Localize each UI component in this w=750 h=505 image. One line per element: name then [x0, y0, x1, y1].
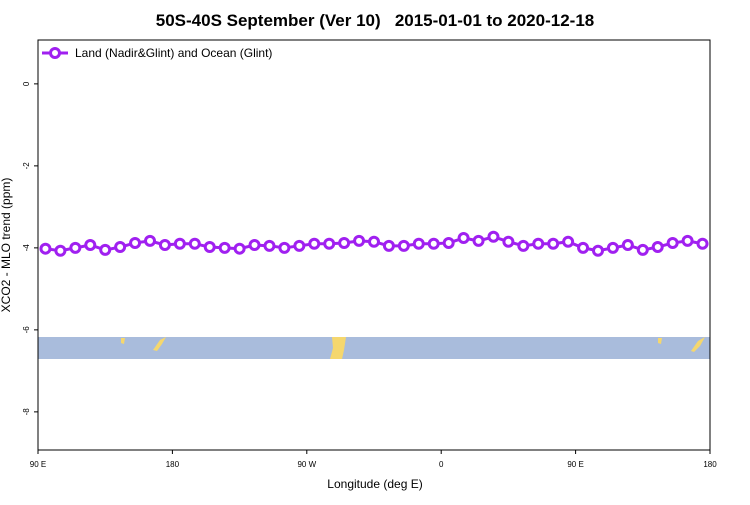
- data-point: [397, 239, 410, 252]
- data-point: [188, 237, 201, 250]
- y-tick-label: -4: [22, 244, 31, 252]
- data-point: [248, 239, 261, 251]
- data-point: [144, 234, 156, 247]
- data-point: [517, 239, 530, 252]
- data-point: [621, 239, 634, 251]
- data-point: [457, 232, 470, 245]
- data-point: [39, 242, 52, 255]
- y-tick-label: -8: [22, 408, 31, 416]
- data-point: [203, 241, 216, 254]
- y-tick-label: 0: [22, 81, 31, 86]
- data-point: [606, 241, 619, 254]
- map-land: [691, 337, 705, 352]
- data-point: [233, 242, 246, 255]
- data-point: [114, 241, 127, 254]
- data-point: [636, 243, 649, 256]
- data-point: [577, 241, 590, 254]
- data-point: [547, 237, 560, 250]
- data-point: [442, 236, 455, 249]
- data-point: [338, 236, 351, 249]
- data-point: [472, 234, 485, 247]
- data-point: [129, 236, 142, 249]
- map-land: [330, 337, 346, 359]
- data-point: [427, 237, 440, 250]
- data-point: [173, 237, 186, 250]
- data-point: [278, 241, 291, 254]
- data-point: [54, 244, 67, 257]
- map-ocean: [38, 337, 710, 359]
- chart-title: 50S-40S September (Ver 10) 2015-01-01 to…: [156, 11, 594, 30]
- x-axis-label: Longitude (deg E): [327, 477, 422, 491]
- x-tick-label: 0: [439, 460, 444, 469]
- map-land: [121, 338, 125, 344]
- data-point: [99, 243, 112, 256]
- map-land: [658, 338, 662, 344]
- data-point: [263, 239, 276, 252]
- data-point: [696, 237, 709, 250]
- y-tick-label: -6: [22, 326, 31, 334]
- y-axis-label: XCO2 - MLO trend (ppm): [0, 178, 13, 313]
- map-land: [153, 337, 166, 351]
- y-tick-label: -2: [22, 162, 31, 170]
- data-point: [69, 241, 82, 254]
- legend-marker: [49, 47, 61, 59]
- data-point: [532, 237, 545, 250]
- data-point: [666, 236, 679, 249]
- data-point: [293, 239, 306, 252]
- data-point: [84, 239, 97, 251]
- data-point: [353, 234, 366, 247]
- x-tick-label: 90 E: [567, 460, 583, 469]
- data-point: [382, 239, 395, 252]
- data-point: [681, 234, 694, 247]
- data-point: [308, 237, 321, 250]
- x-tick-label: 90 W: [297, 460, 316, 469]
- data-point: [592, 244, 604, 257]
- x-tick-label: 90 E: [30, 460, 46, 469]
- data-point: [158, 239, 171, 251]
- data-point: [412, 237, 425, 250]
- map-strip: [38, 337, 710, 359]
- legend-label: Land (Nadir&Glint) and Ocean (Glint): [75, 46, 272, 60]
- legend: Land (Nadir&Glint) and Ocean (Glint): [42, 46, 272, 60]
- data-point: [323, 237, 336, 250]
- data-point: [562, 235, 575, 248]
- x-tick-label: 180: [703, 460, 717, 469]
- plot-frame: [37, 39, 711, 451]
- x-tick-label: 180: [166, 460, 180, 469]
- data-point: [218, 241, 231, 254]
- data-point: [502, 235, 515, 248]
- data-point: [368, 235, 380, 248]
- data-point: [487, 230, 500, 243]
- data-point: [651, 241, 664, 254]
